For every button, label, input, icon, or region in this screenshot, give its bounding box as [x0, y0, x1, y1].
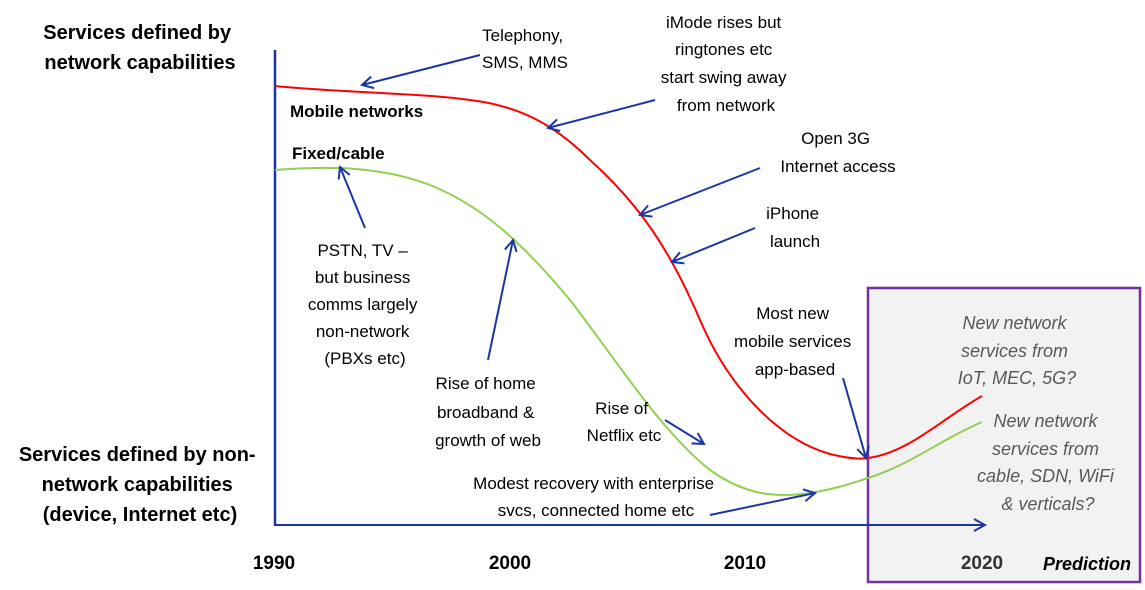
telephony-arrow: [362, 54, 481, 85]
recovery-arrow: [709, 493, 815, 516]
mobile-apps-arrow: [842, 377, 866, 458]
iphone-arrow: [672, 227, 756, 262]
prediction-box: [866, 286, 1142, 584]
pstn-arrow: [340, 167, 366, 229]
fixed-cable-label: Fixed/cable: [292, 144, 385, 163]
pstn-annotation: PSTN, TV – but business comms largely no…: [308, 241, 422, 368]
fixed-cable-curve: [274, 166, 983, 497]
open3g-arrow: [640, 167, 761, 215]
iphone-annotation: iPhone launch: [766, 204, 824, 251]
bottom-axis-label: Services defined by non- network capabil…: [19, 444, 261, 526]
recovery-annotation: Modest recovery with enterprise svcs, co…: [473, 474, 719, 520]
prediction-label: Prediction: [1043, 554, 1131, 574]
mobile-prediction-note: New network services from IoT, MEC, 5G?: [958, 313, 1076, 388]
fixed-prediction-note: New network services from cable, SDN, Wi…: [977, 411, 1119, 514]
open3g-annotation: Open 3G Internet access: [780, 129, 895, 176]
year-1990: 1990: [253, 553, 295, 574]
top-axis-label: Services defined by network capabilities: [43, 22, 236, 74]
imode-annotation: iMode rises but ringtones etc start swin…: [661, 13, 791, 115]
home-broadband-annotation: Rise of home broadband & growth of web: [435, 374, 541, 450]
telephony-annotation: Telephony, SMS, MMS: [482, 26, 568, 72]
year-2010: 2010: [724, 553, 766, 574]
year-2020: 2020: [961, 553, 1003, 574]
home-broadband-arrow: [487, 240, 513, 361]
year-2000: 2000: [489, 553, 531, 574]
imode-arrow: [548, 99, 656, 128]
mobile-apps-annotation: Most new mobile services app-based: [734, 304, 856, 379]
mobile-networks-label: Mobile networks: [290, 102, 423, 121]
netflix-annotation: Rise of Netflix etc: [587, 399, 662, 445]
netflix-arrow: [664, 419, 704, 444]
